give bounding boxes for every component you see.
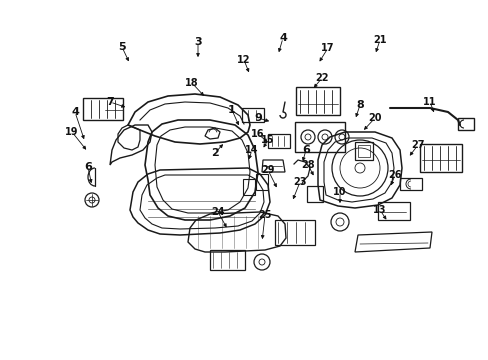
Text: 11: 11	[423, 97, 436, 107]
Text: 12: 12	[237, 55, 250, 65]
Text: 19: 19	[65, 127, 79, 137]
Text: 15: 15	[261, 135, 274, 145]
Bar	[306, 186, 323, 202]
Text: 18: 18	[185, 78, 199, 88]
Text: 4: 4	[71, 107, 79, 117]
Bar	[294, 122, 345, 152]
Text: 6: 6	[302, 145, 309, 155]
Text: 10: 10	[332, 187, 346, 197]
Text: 4: 4	[279, 33, 286, 43]
Text: 6: 6	[84, 162, 92, 172]
Text: 17: 17	[321, 43, 334, 53]
Bar	[242, 108, 264, 122]
Bar	[457, 118, 473, 130]
Text: 28: 28	[301, 160, 314, 170]
Text: 29: 29	[261, 165, 274, 175]
Text: 24: 24	[211, 207, 224, 217]
Text: 1: 1	[228, 105, 235, 115]
Text: 7: 7	[106, 97, 114, 107]
Text: 13: 13	[372, 205, 386, 215]
Bar	[209, 250, 244, 270]
Text: 2: 2	[211, 148, 219, 158]
Text: 23: 23	[293, 177, 306, 187]
Bar	[274, 220, 314, 245]
Bar	[256, 174, 267, 190]
Text: 27: 27	[410, 140, 424, 150]
Text: 5: 5	[118, 42, 125, 52]
Text: 22: 22	[315, 73, 328, 83]
Bar	[357, 145, 369, 157]
Text: 8: 8	[355, 100, 363, 110]
Bar	[354, 142, 372, 160]
Text: 3: 3	[194, 37, 202, 47]
Bar	[83, 98, 123, 120]
Bar	[243, 179, 254, 195]
Text: 16: 16	[251, 129, 264, 139]
Bar	[377, 202, 409, 220]
Bar	[399, 178, 421, 190]
Text: 21: 21	[372, 35, 386, 45]
Bar	[419, 144, 461, 172]
Text: 14: 14	[245, 145, 258, 155]
Text: 26: 26	[387, 170, 401, 180]
Bar	[295, 87, 339, 115]
Text: 20: 20	[367, 113, 381, 123]
Bar	[267, 134, 289, 148]
Text: 9: 9	[254, 113, 262, 123]
Text: 25: 25	[258, 210, 271, 220]
